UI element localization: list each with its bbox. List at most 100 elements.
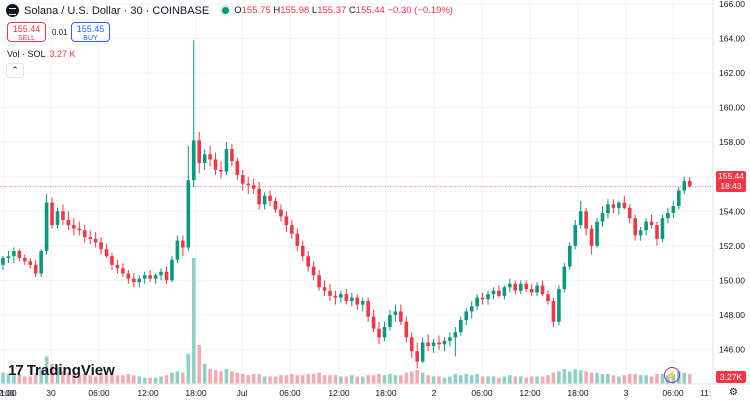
candle-body bbox=[104, 249, 109, 257]
candle-body bbox=[50, 202, 54, 226]
candle-body bbox=[595, 221, 599, 246]
candle-body bbox=[448, 337, 452, 341]
gear-icon[interactable]: ⚙ bbox=[729, 387, 738, 398]
volume-bar bbox=[219, 371, 223, 384]
volume-bar bbox=[578, 370, 583, 384]
volume-bar bbox=[617, 376, 621, 384]
candle-body bbox=[682, 181, 687, 191]
candle-body bbox=[491, 290, 496, 295]
buy-button[interactable]: 155.45 BUY bbox=[71, 22, 110, 42]
volume-bar bbox=[611, 375, 616, 384]
candle-body bbox=[159, 271, 163, 276]
candle-body bbox=[529, 289, 534, 293]
y-tick-label: 150.00 bbox=[719, 275, 745, 285]
candle-body bbox=[115, 264, 120, 269]
volume-bar bbox=[72, 373, 76, 384]
candle-body bbox=[191, 140, 196, 181]
volume-bar bbox=[568, 371, 572, 384]
candle-body bbox=[295, 233, 300, 246]
volume-bar bbox=[573, 368, 578, 384]
x-tick-label: 06:00 bbox=[279, 388, 301, 398]
candle-body bbox=[246, 183, 251, 186]
volume-bar bbox=[6, 373, 11, 384]
candle-body bbox=[513, 283, 518, 291]
buy-price: 155.45 bbox=[76, 24, 105, 34]
x-tick-label: 30 bbox=[46, 388, 56, 398]
volume-bar bbox=[246, 375, 251, 384]
candle-body bbox=[426, 342, 430, 346]
volume-bar bbox=[230, 371, 234, 384]
volume-bar bbox=[518, 376, 523, 384]
volume-bar bbox=[115, 375, 120, 384]
ohlc-values: O155.75 H155.98 L155.37 C155.44 −0.30 (−… bbox=[234, 5, 453, 16]
volume-bar bbox=[459, 375, 463, 384]
candle-body bbox=[377, 328, 381, 338]
volume-bar bbox=[317, 372, 321, 384]
candle-body bbox=[290, 225, 294, 234]
volume-bar bbox=[300, 375, 305, 384]
candle-body bbox=[573, 225, 578, 246]
candle-body bbox=[344, 294, 349, 302]
volume-bar bbox=[77, 375, 82, 384]
candle-body bbox=[584, 211, 588, 229]
volume-bar bbox=[524, 377, 528, 384]
candle-body bbox=[508, 283, 512, 288]
market-status-icon bbox=[222, 7, 230, 14]
volume-bar bbox=[159, 376, 163, 384]
candle-body bbox=[284, 216, 289, 226]
volume-bar bbox=[88, 375, 92, 384]
volume-legend: Vol · SOL 3.27 K bbox=[7, 49, 76, 59]
volume-bar bbox=[442, 377, 447, 384]
candle-body bbox=[339, 294, 343, 298]
buy-label: BUY bbox=[83, 35, 98, 42]
volume-bar bbox=[475, 373, 479, 384]
x-tick-label: 2 bbox=[432, 388, 437, 398]
candle-body bbox=[164, 271, 169, 281]
candle-body bbox=[415, 351, 419, 362]
tradingview-logo[interactable]: 17 TradingView bbox=[8, 362, 115, 379]
volume-bar bbox=[132, 375, 136, 384]
candle-body bbox=[268, 195, 272, 201]
candle-body bbox=[660, 218, 665, 239]
volume-bar bbox=[453, 373, 458, 384]
volume-bar bbox=[126, 373, 131, 384]
spread-value: 0.01 bbox=[52, 28, 68, 37]
lightning-icon[interactable]: ⚡ bbox=[664, 367, 680, 383]
y-tick-label: 164.00 bbox=[719, 34, 745, 44]
volume-bar bbox=[28, 376, 33, 384]
x-axis-labels: 12:00 30 06:00 12:00 18:00 Jul 06:00 12:00 18:00… bbox=[0, 388, 711, 398]
volume-bar bbox=[121, 375, 125, 384]
candle-body bbox=[72, 225, 76, 229]
candle-body bbox=[546, 294, 550, 302]
volume-bar bbox=[284, 375, 289, 384]
volume-bar bbox=[687, 373, 692, 384]
x-tick-label: 12:00 bbox=[328, 388, 350, 398]
close-value: 155.44 bbox=[355, 5, 385, 16]
candle-body bbox=[23, 257, 27, 262]
candle-body bbox=[262, 195, 267, 205]
sell-price: 155.44 bbox=[12, 24, 41, 34]
change-value: −0.30 (−0.19%) bbox=[387, 5, 453, 16]
volume-bar bbox=[61, 371, 65, 384]
candle-body bbox=[600, 213, 605, 222]
volume-bar bbox=[350, 375, 354, 384]
chevron-up-icon[interactable]: ⌃ bbox=[6, 63, 24, 78]
candle-body bbox=[589, 228, 594, 246]
candle-body bbox=[6, 256, 11, 258]
volume-bar bbox=[208, 368, 212, 384]
candle-body bbox=[88, 237, 92, 239]
sell-button[interactable]: 155.44 SELL bbox=[7, 22, 46, 42]
symbol-title[interactable]: Solana / U.S. Dollar · 30 · COINBASE bbox=[24, 4, 210, 17]
candle-body bbox=[219, 169, 223, 172]
volume-bar bbox=[426, 375, 430, 384]
volume-bar bbox=[339, 376, 343, 384]
volume-bar bbox=[595, 372, 599, 384]
volume-bar bbox=[600, 373, 605, 384]
candle-body bbox=[251, 185, 256, 189]
tradingview-mark-icon: 17 bbox=[8, 362, 24, 379]
candle-body bbox=[649, 221, 654, 226]
candle-body bbox=[437, 342, 441, 345]
candle-body bbox=[535, 285, 539, 293]
candle-body bbox=[633, 218, 637, 236]
